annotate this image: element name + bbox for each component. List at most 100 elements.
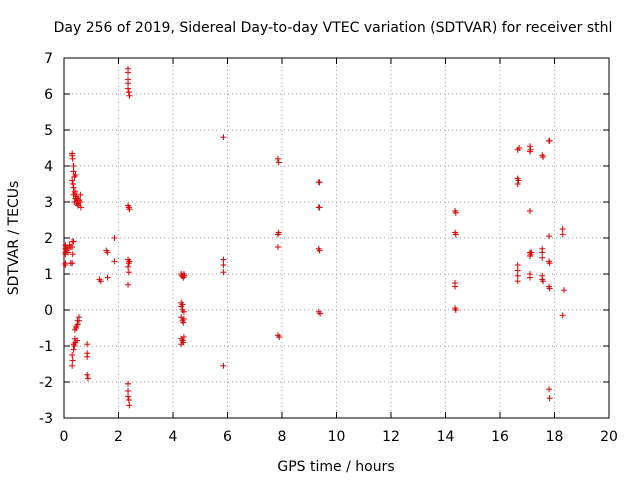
data-point <box>104 249 111 256</box>
y-axis-label: SDTVAR / TECUs <box>6 181 22 296</box>
data-point <box>274 244 281 250</box>
y-tick-label: 3 <box>44 195 53 211</box>
data-point <box>84 371 91 378</box>
x-tick-label: 4 <box>169 429 178 445</box>
y-tick-label: 4 <box>44 159 53 175</box>
data-point <box>125 388 132 394</box>
data-point <box>72 172 79 178</box>
x-tick-label: 18 <box>546 429 564 445</box>
data-point <box>180 339 187 346</box>
data-point <box>514 272 521 279</box>
data-point <box>104 274 111 281</box>
data-point <box>546 386 553 393</box>
data-point <box>125 263 132 270</box>
data-point <box>125 69 132 76</box>
data-point <box>220 269 227 276</box>
grid-layer <box>64 58 609 418</box>
data-point <box>71 343 78 349</box>
data-point <box>69 155 76 162</box>
data-point <box>539 254 546 261</box>
data-point <box>125 85 132 92</box>
data-point <box>514 278 521 285</box>
data-point <box>452 307 459 313</box>
x-tick-label: 8 <box>278 429 287 445</box>
data-point <box>69 352 76 358</box>
data-point <box>84 375 91 382</box>
data-point <box>69 177 76 184</box>
data-point <box>514 181 521 187</box>
y-tick-label: 7 <box>44 51 53 67</box>
data-point <box>125 380 132 387</box>
data-point <box>126 92 133 99</box>
y-tick-label: 6 <box>44 87 53 103</box>
data-point <box>181 272 188 279</box>
data-point <box>546 395 553 402</box>
y-tick-label: 2 <box>44 231 53 247</box>
x-tick-label: 16 <box>491 429 509 445</box>
data-point <box>559 231 566 238</box>
data-point <box>539 249 546 256</box>
data-point <box>84 353 91 360</box>
y-tick-label: 1 <box>44 267 53 283</box>
data-point <box>274 231 281 238</box>
data-point <box>526 274 533 281</box>
data-point <box>526 253 533 259</box>
data-point <box>546 260 553 267</box>
data-point <box>316 204 323 211</box>
data-point <box>559 226 566 232</box>
data-point <box>559 312 566 319</box>
data-point <box>62 260 69 267</box>
data-point <box>180 308 187 315</box>
data-point <box>514 262 521 268</box>
data-point <box>515 177 522 184</box>
data-point <box>561 287 568 294</box>
data-point <box>73 325 80 331</box>
data-point <box>125 269 132 276</box>
data-point <box>71 190 78 196</box>
x-tick-label: 0 <box>60 429 69 445</box>
data-point <box>126 258 133 265</box>
y-tick-label: -1 <box>39 339 53 355</box>
data-point <box>111 258 118 265</box>
data-point <box>180 316 187 322</box>
data-point <box>220 256 227 263</box>
data-point <box>70 163 77 169</box>
data-point <box>70 168 77 175</box>
data-point <box>526 143 533 150</box>
data-point <box>546 137 553 144</box>
data-point <box>125 281 132 288</box>
data-point <box>75 314 82 321</box>
data-point <box>220 134 227 141</box>
data-point <box>452 231 459 238</box>
data-point <box>178 303 185 310</box>
data-point <box>180 334 187 340</box>
data-point <box>70 184 77 191</box>
data-point <box>526 148 533 155</box>
data-point <box>75 199 82 205</box>
data-point <box>514 267 521 274</box>
y-tick-label: 5 <box>44 123 53 139</box>
data-point <box>74 195 81 202</box>
data-point <box>69 357 76 364</box>
data-point <box>125 397 132 403</box>
data-point <box>316 179 323 186</box>
y-tick-label: -3 <box>39 411 53 427</box>
data-point <box>274 155 281 162</box>
data-point <box>275 159 282 166</box>
data-point <box>540 278 547 285</box>
data-point <box>526 208 533 214</box>
data-point <box>125 80 132 87</box>
data-point <box>69 152 76 159</box>
data-point <box>69 244 76 250</box>
data-point <box>546 285 553 292</box>
data-point <box>74 337 81 344</box>
x-axis-label: GPS time / hours <box>277 459 394 475</box>
data-point <box>317 310 324 317</box>
data-point <box>70 238 77 245</box>
x-tick-label: 6 <box>223 429 232 445</box>
data-point <box>452 283 459 290</box>
data-point <box>126 206 133 213</box>
x-tick-label: 20 <box>600 429 618 445</box>
